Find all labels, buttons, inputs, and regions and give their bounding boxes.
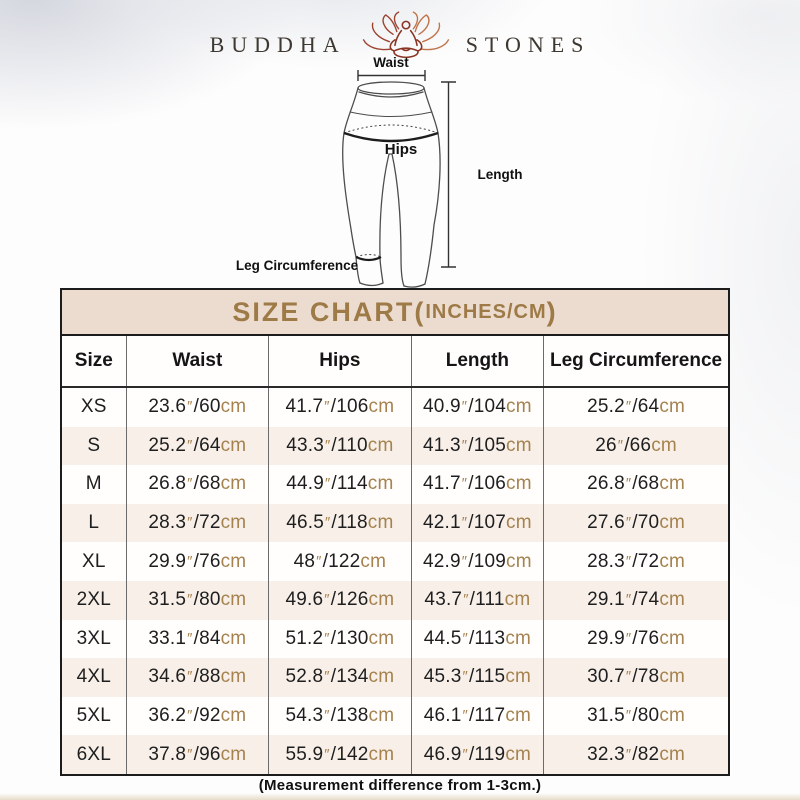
length-cell: 46.1 ″/117 cm (412, 696, 545, 736)
hips-cell: 49.6 ″/126 cm (269, 580, 412, 620)
waist-cell: 34.6 ″/88 cm (127, 658, 270, 697)
size-cell: 2XL (62, 580, 127, 620)
length-measure-line (441, 81, 456, 268)
hips-cell: 52.8 ″/134 cm (269, 658, 412, 697)
waist-cell: 33.1 ″/84 cm (127, 619, 270, 659)
leg-cell: 26.8 ″/68 cm (587, 473, 686, 495)
waist-cell: 36.2 ″/92 cm (127, 696, 270, 736)
leg-cell: 30.7 ″/78 cm (587, 666, 686, 688)
column-header-hips: Hips (269, 336, 412, 386)
waist-cell: 25.2 ″/64 cm (127, 426, 270, 466)
size-cell: 6XL (62, 735, 127, 774)
leg-cell: 29.1 ″/74 cm (587, 589, 686, 611)
table-row-m: M 26.8 ″/68 cm 44.9 ″/114 cm 41.7 ″/106 cm 26.8 ″/6… (62, 465, 728, 504)
waist-cell: 28.3 ″/72 cm (127, 503, 270, 543)
column-header-length: Length (412, 336, 545, 386)
size-chart-title: SIZE CHART(INCHES/CM) (62, 290, 728, 336)
hips-cell: 55.9 ″/142 cm (269, 735, 412, 774)
leg-cell: 32.3 ″/82 cm (587, 743, 686, 765)
size-cell: L (62, 503, 127, 543)
size-cell: S (62, 426, 127, 466)
table-row-3xl: 3XL 33.1 ″/84 cm 51.2 ″/130 cm 44.5 ″/113 cm 29.9 ″… (62, 619, 728, 659)
size-cell: 3XL (62, 619, 127, 659)
title-close-paren: ) (546, 296, 558, 327)
hips-cell: 46.5 ″/118 cm (269, 503, 412, 543)
measurement-footnote: (Measurement difference from 1-3cm.) (258, 777, 542, 794)
leg-circumference-label: Leg Circumference (236, 258, 359, 273)
title-open-paren: ( (414, 296, 426, 327)
leg-cell: 28.3 ″/72 cm (587, 550, 686, 572)
length-cell: 46.9 ″/119 cm (412, 735, 545, 774)
table-row-xl: XL 29.9 ″/76 cm 48 ″/122 cm 42.9 ″/109 cm 28.3 ″/72… (62, 542, 728, 581)
length-cell: 42.9 ″/109 cm (412, 542, 545, 581)
hips-cell: 48 ″/122 cm (269, 542, 412, 581)
leg-cell: 26 ″/66 cm (595, 434, 677, 456)
hips-measure-line (343, 124, 439, 134)
title-unit: INCHES/CM (425, 300, 547, 323)
hips-cell: 43.3 ″/110 cm (269, 426, 412, 466)
leg-circumference-line (355, 254, 382, 258)
hips-cell: 54.3 ″/138 cm (269, 696, 412, 736)
brand-name-left: BUDDHA (209, 32, 346, 57)
size-cell: XS (62, 388, 127, 427)
waist-cell: 31.5 ″/80 cm (127, 580, 270, 620)
table-header-row: Size Waist Hips Length Leg Circumference (62, 336, 728, 388)
column-header-size: Size (62, 336, 127, 386)
size-cell: 4XL (62, 658, 127, 697)
table-row-xs: XS 23.6 ″/60 cm 41.7 ″/106 cm 40.9 ″/104 cm 25.2 ″ /… (62, 388, 728, 427)
lotus-meditation-icon (362, 11, 449, 59)
waist-measure-bracket (357, 70, 426, 81)
leg-cell: 29.9 ″/76 cm (587, 627, 686, 649)
length-cell: 40.9 ″/104 cm (412, 388, 545, 427)
leg-circumference-line-bold (355, 255, 382, 262)
waist-cell: 26.8 ″/68 cm (127, 465, 270, 504)
size-cell: XL (62, 542, 127, 581)
size-cell: 5XL (62, 696, 127, 736)
length-label: Length (478, 167, 523, 182)
brand-header: BUDDHA (0, 10, 800, 66)
pants-measurement-diagram: Waist Hips Length Leg Circumference (200, 55, 600, 290)
table-row-6xl: 6XL 37.8 ″/96 cm 55.9 ″/142 cm 46.9 ″/119 cm 32.3 ″… (62, 735, 728, 774)
leg-cell: 25.2 ″/64 cm (587, 396, 686, 418)
table-row-5xl: 5XL 36.2 ″/92 cm 54.3 ″/138 cm 46.1 ″/117 cm 31.5 ″… (62, 696, 728, 736)
hips-cell: 51.2 ″/130 cm (269, 619, 412, 659)
length-cell: 42.1 ″/107 cm (412, 503, 545, 543)
column-header-waist: Waist (127, 336, 270, 386)
size-chart-table: SIZE CHART(INCHES/CM) Size Waist Hips Lengt… (60, 288, 730, 776)
pants-outline (342, 81, 441, 288)
title-main: SIZE CHART (232, 296, 415, 327)
brand-name-right: STONES (465, 32, 591, 57)
length-cell: 43.7 ″/111 cm (412, 580, 545, 620)
hips-measure-line-bold (343, 131, 439, 143)
hips-cell: 41.7 ″/106 cm (269, 388, 412, 427)
hips-cell: 44.9 ″/114 cm (269, 465, 412, 504)
table-body: XS 23.6 ″/60 cm 41.7 ″/106 cm 40.9 ″/104 cm 25.2 ″ /… (62, 388, 728, 774)
length-cell: 41.3 ″/105 cm (412, 426, 545, 466)
waist-cell: 29.9 ″/76 cm (127, 542, 270, 581)
length-cell: 41.7 ″/106 cm (412, 465, 545, 504)
column-header-leg-circumference: Leg Circumference (550, 350, 723, 371)
table-row-4xl: 4XL 34.6 ″/88 cm 52.8 ″/134 cm 45.3 ″/115 cm 30.7 ″… (62, 658, 728, 697)
leg-cell: 31.5 ″/80 cm (587, 705, 686, 727)
waist-label: Waist (373, 55, 409, 70)
leg-cell: 27.6 ″/70 cm (587, 512, 686, 534)
table-row-2xl: 2XL 31.5 ″/80 cm 49.6 ″/126 cm 43.7 ″/111 cm 29.1 ″… (62, 580, 728, 620)
hips-label: Hips (385, 141, 418, 158)
waist-cell: 23.6 ″/60 cm (127, 388, 270, 427)
length-cell: 44.5 ″/113 cm (412, 619, 545, 659)
length-cell: 45.3 ″/115 cm (412, 658, 545, 697)
waist-cell: 37.8 ″/96 cm (127, 735, 270, 774)
size-cell: M (62, 465, 127, 504)
table-row-s: S 25.2 ″/64 cm 43.3 ″/110 cm 41.3 ″/105 cm 26 ″/66 c… (62, 426, 728, 466)
table-row-l: L 28.3 ″/72 cm 46.5 ″/118 cm 42.1 ″/107 cm 27.6 ″/7… (62, 503, 728, 543)
